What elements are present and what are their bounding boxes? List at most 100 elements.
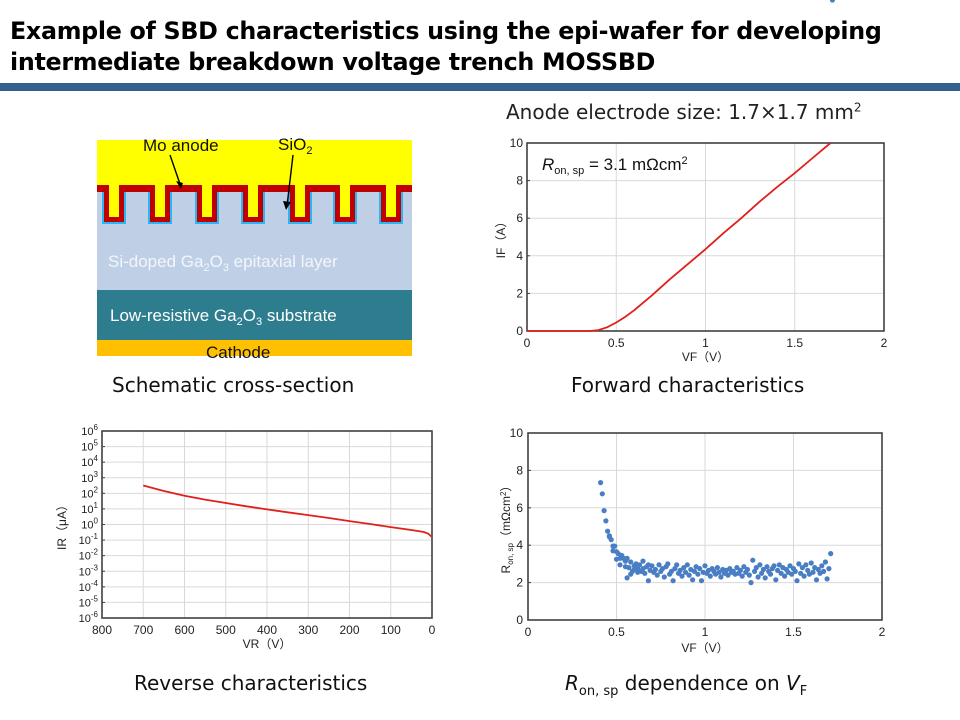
scatter-point — [741, 564, 747, 570]
scatter-point — [819, 563, 825, 569]
y-tick-exp: 1 — [94, 501, 99, 510]
x-tick-label: 100 — [381, 623, 401, 637]
y-tick-label: 2 — [516, 576, 523, 590]
y-tick-base: 10 — [79, 597, 91, 609]
scatter-point — [674, 562, 680, 568]
scatter-point — [636, 562, 643, 568]
y-tick-exp: -6 — [91, 610, 99, 619]
scatter-point — [601, 508, 607, 514]
reverse-chart: 800 700 600 500 400 300 200 100 0106105104103102… — [55, 423, 436, 651]
x-tick-label: 0 — [524, 336, 531, 350]
y-label-sup: 2 — [499, 491, 508, 496]
scatter-point — [776, 562, 782, 568]
caption-ron: Ron, sp dependence on VF — [565, 671, 807, 699]
scatter-point — [753, 565, 759, 571]
scatter-point — [605, 528, 611, 534]
y-tick-exp: -3 — [91, 563, 99, 572]
y-tick-exp: 2 — [94, 485, 99, 494]
scatter-point — [762, 575, 768, 581]
scatter-point — [826, 566, 832, 572]
anode-size-text: Anode electrode size: 1.7×1.7 mm — [506, 100, 854, 124]
x-tick-label: 1.5 — [786, 336, 803, 350]
y-axis-label: Ron, sp（mΩcm2） — [499, 480, 515, 574]
y-tick-label: 0 — [516, 324, 523, 338]
scatter-point — [789, 571, 795, 577]
ann-r: R — [542, 155, 554, 174]
y-tick-exp: -1 — [91, 532, 99, 541]
scatter-point — [716, 569, 722, 575]
scatter-point — [750, 557, 756, 563]
scatter-point — [691, 568, 698, 575]
caption-ron-vsub: F — [799, 684, 808, 699]
y-tick-exp: 3 — [94, 470, 99, 479]
y-tick-label: 102 — [81, 485, 98, 500]
y-tick-label: 4 — [516, 249, 523, 263]
scatter-point — [767, 571, 774, 577]
scatter-point — [808, 560, 814, 566]
x-axis-label: VF（V） — [681, 641, 728, 655]
x-axis-label: VR（V） — [243, 637, 292, 651]
caption-ron-v: V — [786, 671, 800, 695]
scatter-point — [746, 572, 752, 578]
y-tick-base: 10 — [79, 613, 91, 625]
y-tick-label: 10-3 — [79, 563, 99, 578]
x-tick-label: 1 — [702, 336, 709, 350]
series-line-ir — [143, 484, 433, 538]
scatter-point — [798, 570, 804, 576]
x-tick-label: 400 — [257, 623, 277, 637]
scatter-point — [737, 567, 744, 574]
y-tick-exp: 0 — [94, 517, 99, 526]
y-tick-exp: -2 — [91, 548, 99, 557]
scatter-point — [775, 567, 781, 574]
y-tick-exp: 4 — [94, 454, 99, 463]
scatter-point — [649, 563, 655, 569]
caption-ron-text: dependence on — [618, 671, 787, 695]
scatter-point — [782, 573, 788, 579]
scatter-point — [608, 537, 614, 543]
x-tick-label: 600 — [174, 623, 194, 637]
y-tick-exp: 6 — [94, 423, 99, 432]
scatter-point — [813, 577, 820, 583]
y-tick-label: 101 — [81, 501, 98, 516]
y-tick-label: 8 — [516, 463, 523, 477]
y-tick-base: 10 — [81, 473, 93, 485]
x-tick-label: 0.5 — [608, 336, 625, 350]
y-tick-exp: -5 — [91, 594, 99, 603]
scatter-point — [760, 566, 767, 573]
y-tick-base: 10 — [81, 520, 93, 532]
scatter-point — [617, 562, 623, 568]
y-tick-label: 106 — [81, 423, 98, 438]
x-tick-label: 1 — [702, 625, 709, 639]
y-axis-label: IF（A） — [494, 216, 508, 259]
y-label-close: ） — [499, 480, 513, 492]
ann-sup: 2 — [682, 155, 688, 167]
scatter-point — [642, 570, 648, 576]
scatter-point — [626, 565, 632, 571]
x-tick-label: 0.5 — [608, 625, 625, 639]
x-tick-label: 2 — [881, 336, 888, 350]
scatter-point — [681, 565, 687, 571]
series-line-if — [527, 142, 832, 332]
x-tick-label: 0 — [429, 623, 436, 637]
scatter-point — [677, 567, 683, 574]
scatter-point — [624, 575, 630, 581]
scatter-point — [682, 569, 689, 575]
y-tick-label: 10-5 — [79, 594, 99, 609]
x-tick-label: 300 — [298, 623, 318, 637]
scatter-point — [744, 566, 751, 573]
y-tick-base: 10 — [79, 566, 91, 578]
caption-reverse: Reverse characteristics — [134, 671, 368, 695]
header-divider — [0, 83, 960, 91]
y-tick-exp: -4 — [91, 579, 99, 588]
scatter-point — [822, 559, 829, 565]
page-title: Example of SBD characteristics using the… — [10, 16, 946, 78]
y-tick-base: 10 — [81, 442, 93, 454]
y-tick-base: 10 — [81, 457, 93, 469]
y-tick-label: 10-4 — [79, 579, 99, 594]
scatter-point — [739, 573, 745, 579]
y-label-unit: （mΩcm — [499, 496, 513, 543]
scatter-point — [698, 578, 705, 584]
scatter-point — [755, 574, 761, 580]
y-tick-base: 10 — [81, 488, 93, 500]
